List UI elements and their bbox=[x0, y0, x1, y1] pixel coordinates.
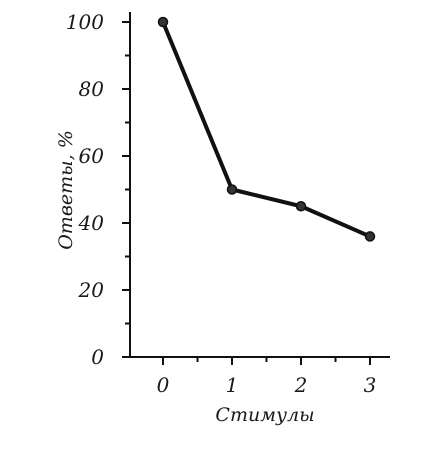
y-axis: 0 20 40 60 80 100 bbox=[66, 10, 131, 369]
x-tick-label: 0 bbox=[157, 373, 170, 397]
x-axis-label: Стимулы bbox=[215, 404, 314, 426]
y-tick-label: 60 bbox=[79, 144, 105, 168]
x-tick-label: 1 bbox=[226, 373, 239, 397]
series-line bbox=[161, 20, 372, 239]
data-point bbox=[364, 231, 376, 242]
y-tick-label: 40 bbox=[78, 211, 105, 235]
series-group bbox=[157, 16, 376, 242]
y-axis-label: Ответы, % bbox=[55, 130, 77, 250]
data-point bbox=[226, 184, 238, 195]
y-tick-label: 0 bbox=[91, 345, 104, 369]
x-tick-label: 2 bbox=[294, 373, 308, 397]
x-axis: 0 1 2 3 bbox=[130, 356, 390, 397]
y-tick-label: 100 bbox=[66, 10, 104, 34]
data-point bbox=[295, 201, 307, 212]
y-tick-label: 80 bbox=[79, 77, 105, 101]
x-tick-label: 3 bbox=[364, 373, 377, 397]
data-point bbox=[157, 16, 169, 28]
y-tick-label: 20 bbox=[78, 278, 105, 302]
